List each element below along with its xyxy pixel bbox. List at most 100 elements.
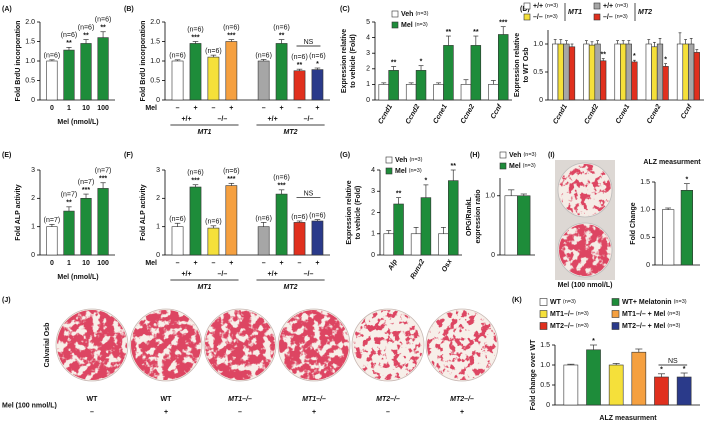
y-tick-label: 1.5 <box>540 342 550 349</box>
y-tick-label: 0.5 <box>540 382 550 389</box>
y-tick-label: 1 <box>371 231 375 238</box>
bar <box>257 226 270 256</box>
legend-swatch <box>385 156 393 164</box>
y-label: Fold Change <box>630 202 637 244</box>
bar <box>433 84 444 101</box>
n-label: (n=6) <box>187 170 204 177</box>
y-tick-label: 0.5 <box>150 77 160 84</box>
y-tick-label: 1.0 <box>533 41 543 48</box>
genotype-label: +/+ <box>268 116 278 123</box>
legend-name: +/+ <box>603 3 613 10</box>
panel-label: (K) <box>512 297 522 304</box>
bar <box>620 43 627 101</box>
y-label: Expression relative <box>341 29 348 93</box>
legend-entry: +/+ (n=3) <box>603 3 628 10</box>
y-tick-label: 2 <box>366 66 370 73</box>
y-tick-label: 0 <box>31 97 35 104</box>
bar <box>415 70 427 101</box>
significance-label: ** <box>279 32 285 39</box>
genotype-label: –/– <box>218 271 228 278</box>
x-tick-label: + <box>315 105 319 112</box>
legend-n: (n=3) <box>523 163 536 169</box>
y-label: Fold ALP activity <box>15 184 22 241</box>
ns-label: NS <box>304 190 314 197</box>
bar <box>600 60 607 101</box>
bar <box>680 190 693 266</box>
treatment-sign: – <box>386 409 390 416</box>
treatment-sign: + <box>460 409 464 416</box>
x-tick-label: Runx2 <box>410 258 427 280</box>
legend-swatch <box>499 151 507 159</box>
x-tick-label: + <box>280 105 284 112</box>
bar <box>80 43 92 101</box>
x-tick-label: Ccnf <box>680 103 694 121</box>
legend-n: (n=3) <box>415 22 428 28</box>
bar <box>63 49 75 101</box>
bar <box>293 222 306 256</box>
bar <box>46 226 58 256</box>
alizarin-stain <box>131 310 201 380</box>
x-tick-label: 0 <box>50 260 54 267</box>
significance-label: ** <box>391 59 397 66</box>
y-tick-label: 0.5 <box>25 77 35 84</box>
bar <box>614 43 621 101</box>
legend-swatch <box>611 298 620 306</box>
group-label: MT1 <box>197 284 211 291</box>
legend-name: MT1–/– + Mel <box>622 311 665 318</box>
genotype-label: +/+ <box>181 116 191 123</box>
alizarin-stain <box>279 310 349 380</box>
image-label: Mel (100 nmol/L) <box>558 282 613 289</box>
bar <box>563 364 579 406</box>
panel-label: (D) <box>520 6 530 13</box>
legend-name: Veh <box>395 157 407 164</box>
legend-entry: Mel (n=3) <box>395 168 422 175</box>
x-tick-label: – <box>176 105 180 112</box>
y-tick-label: 2 <box>31 195 35 202</box>
genotype-label: MT1–/– <box>228 396 252 403</box>
panel-label: (F) <box>124 152 133 159</box>
y-label: Fold ALP activity <box>140 184 147 241</box>
legend-swatch <box>593 13 601 21</box>
bar <box>189 43 202 101</box>
bar <box>225 185 238 256</box>
n-label: (n=6) <box>223 168 240 175</box>
bar <box>557 43 564 101</box>
legend-n: (n=3) <box>545 3 558 9</box>
y-label: Expression relative <box>514 33 521 97</box>
n-label: (n=6) <box>205 219 222 226</box>
n-label: (n=6) <box>273 24 290 31</box>
legend-name: MT2–/– <box>550 323 574 330</box>
y-label: to vehicle (Fold) <box>350 34 357 88</box>
significance-label: ** <box>66 40 72 47</box>
y-label: expression ratio <box>475 189 482 243</box>
significance-label: * <box>633 53 636 60</box>
bar <box>207 227 220 256</box>
legend-swatch <box>385 167 393 175</box>
bar <box>676 43 684 101</box>
y-tick-label: 2 <box>156 195 160 202</box>
x-tick-label: 10 <box>82 105 90 112</box>
significance-label: ** <box>66 200 72 207</box>
row-label: Mel (100 nmol/L) <box>2 402 57 409</box>
y-tick-label: 0 <box>491 252 495 259</box>
legend-entry: Mel (n=3) <box>509 163 536 170</box>
significance-label: ** <box>100 25 106 32</box>
legend-n: (n=3) <box>523 152 536 158</box>
alizarin-stain <box>559 164 611 216</box>
legend-group: MT1 <box>568 9 582 16</box>
x-tick-label: Ccne1 <box>615 103 632 125</box>
n-label: (n=7) <box>95 168 112 175</box>
x-tick-label: – <box>262 105 266 112</box>
treatment-sign: – <box>238 409 242 416</box>
x-tick-label: Ccnd1 <box>377 103 394 125</box>
legend-entry: +/+ (n=3) <box>533 3 558 10</box>
y-tick-label: 0 <box>546 402 550 409</box>
bar <box>448 180 459 256</box>
x-tick-label: Alp <box>387 258 400 273</box>
alizarin-stain <box>205 310 275 380</box>
y-tick-label: 2.0 <box>25 19 35 26</box>
alizarin-stain <box>559 224 611 276</box>
treatment-sign: + <box>312 409 316 416</box>
y-tick-label: 1.0 <box>150 58 160 65</box>
